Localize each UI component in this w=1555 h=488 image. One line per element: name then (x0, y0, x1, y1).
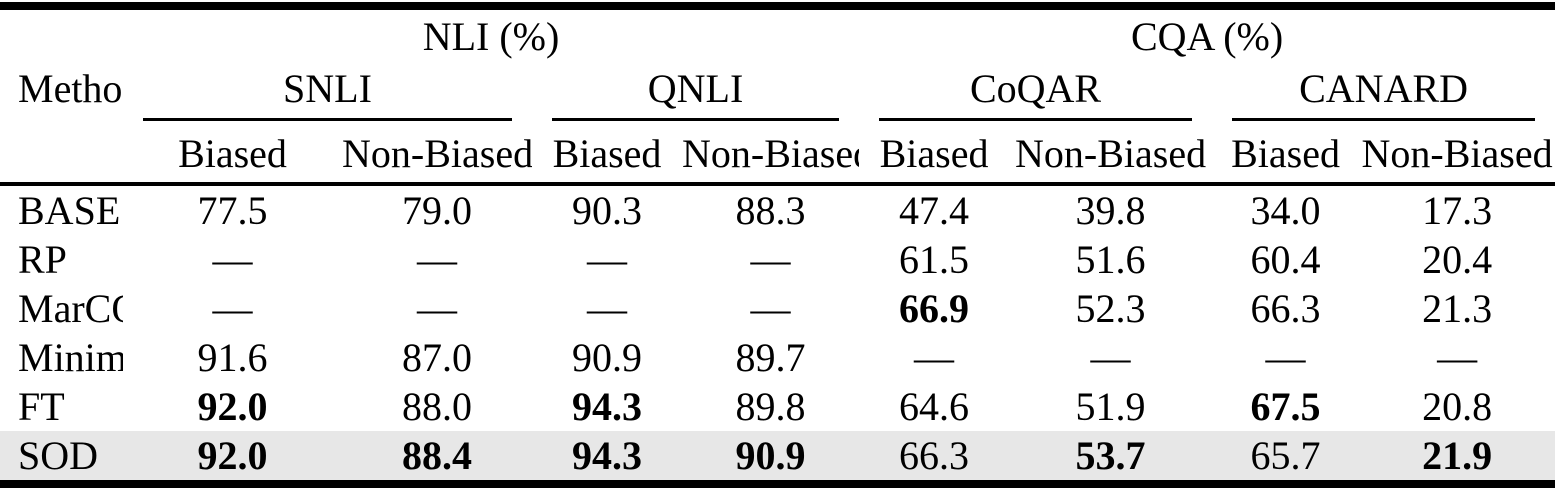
value-cell: 92.0 (197, 433, 268, 478)
value-cell: — (417, 286, 457, 331)
value-cell: 60.4 (1250, 237, 1321, 282)
top-group-header-row: NLI (%) CQA (%) (0, 6, 1555, 62)
dataset-header-row: Method SNLI QNLI CoQAR CANARD (0, 62, 1555, 114)
table-row-rp: RP — — — — 61.5 51.6 60.4 20.4 (0, 235, 1555, 284)
value-cell: — (1265, 335, 1306, 380)
cmidrule-qnli (552, 117, 840, 121)
group-header-nli: NLI (%) (422, 13, 560, 59)
table-row-base: BASE 77.5 79.0 90.3 88.3 47.4 39.8 34.0 … (0, 184, 1555, 235)
value-cell: — (212, 237, 253, 282)
table-row-ft: FT 92.0 88.0 94.3 89.8 64.6 51.9 67.5 20… (0, 382, 1555, 431)
method-column-header: Method (18, 65, 123, 111)
method-cell: Minimax (18, 335, 123, 380)
value-cell: 51.9 (1075, 384, 1146, 429)
value-cell: 88.0 (402, 384, 472, 429)
value-cell: 90.9 (572, 335, 642, 380)
group-header-cqa: CQA (%) (1130, 13, 1284, 59)
subheader-canard-nonbiased: Non-Biased (1359, 124, 1555, 186)
value-cell: 77.5 (197, 188, 268, 233)
method-cell: MarCQAp (18, 286, 123, 331)
subheader-canard-biased: Biased (1212, 124, 1360, 186)
cmidrule-canard (1232, 117, 1536, 121)
value-cell: 39.8 (1075, 188, 1146, 233)
value-cell: 66.3 (1250, 286, 1321, 331)
value-cell: 89.7 (735, 335, 806, 380)
value-cell: 21.3 (1422, 286, 1493, 331)
dataset-header-coqar: CoQAR (969, 65, 1102, 111)
empty-corner-cell (0, 6, 123, 62)
method-cell: RP (18, 237, 67, 282)
value-cell: 94.3 (572, 433, 642, 478)
value-cell: 79.0 (402, 188, 472, 233)
subheader-coqar-nonbiased: Non-Biased (1009, 124, 1213, 186)
value-cell: 17.3 (1422, 188, 1493, 233)
subheader-snli-nonbiased: Non-Biased (342, 124, 532, 186)
value-cell: 91.6 (197, 335, 268, 380)
value-cell: 52.3 (1075, 286, 1146, 331)
value-cell: 88.3 (735, 188, 806, 233)
value-cell: — (1437, 335, 1478, 380)
dataset-header-qnli: QNLI (647, 65, 744, 111)
table-row-marcqap: MarCQAp — — — — 66.9 52.3 66.3 21.3 (0, 284, 1555, 333)
value-cell: 89.8 (735, 384, 806, 429)
value-cell: — (587, 286, 627, 331)
value-cell: 51.6 (1075, 237, 1146, 282)
value-cell: — (914, 335, 955, 380)
method-cell: SOD (18, 433, 99, 478)
subheader-qnli-biased: Biased (532, 124, 682, 186)
value-cell: 21.9 (1422, 433, 1493, 478)
value-cell: 20.4 (1422, 237, 1493, 282)
value-cell: — (212, 286, 253, 331)
value-cell: 67.5 (1250, 384, 1321, 429)
value-cell: 66.9 (899, 286, 970, 331)
value-cell: 64.6 (899, 384, 970, 429)
empty-cell (0, 114, 123, 124)
value-cell: 88.4 (402, 433, 472, 478)
method-cell: FT (18, 384, 65, 429)
value-cell: 20.8 (1422, 384, 1493, 429)
value-cell: 90.3 (572, 188, 642, 233)
method-cell: BASE (18, 188, 121, 233)
value-cell: 34.0 (1250, 188, 1321, 233)
subheader-qnli-nonbiased: Non-Biased (682, 124, 860, 186)
table-row-minimax: Minimax 91.6 87.0 90.9 89.7 — — — — (0, 333, 1555, 382)
value-cell: 87.0 (402, 335, 472, 380)
value-cell: 65.7 (1250, 433, 1321, 478)
value-cell: 61.5 (899, 237, 970, 282)
value-cell: — (1090, 335, 1131, 380)
value-cell: — (750, 286, 791, 331)
table-row-sod: SOD 92.0 88.4 94.3 90.9 66.3 53.7 65.7 2… (0, 431, 1555, 485)
value-cell: — (417, 237, 457, 282)
cmidrule-snli (143, 117, 512, 121)
value-cell: — (750, 237, 791, 282)
value-cell: — (587, 237, 627, 282)
value-cell: 94.3 (572, 384, 642, 429)
value-cell: 92.0 (197, 384, 268, 429)
cmidrule-coqar (879, 117, 1193, 121)
empty-cell (0, 124, 123, 186)
dataset-header-canard: CANARD (1299, 65, 1469, 111)
dataset-header-snli: SNLI (283, 65, 372, 111)
value-cell: 53.7 (1075, 433, 1146, 478)
subheader-coqar-biased: Biased (859, 124, 1010, 186)
subheader-snli-biased: Biased (123, 124, 342, 186)
subheader-row: Biased Non-Biased Biased Non-Biased Bias… (0, 124, 1555, 186)
value-cell: 47.4 (899, 188, 970, 233)
cmidrule-row (0, 114, 1555, 124)
value-cell: 66.3 (899, 433, 970, 478)
value-cell: 90.9 (735, 433, 806, 478)
